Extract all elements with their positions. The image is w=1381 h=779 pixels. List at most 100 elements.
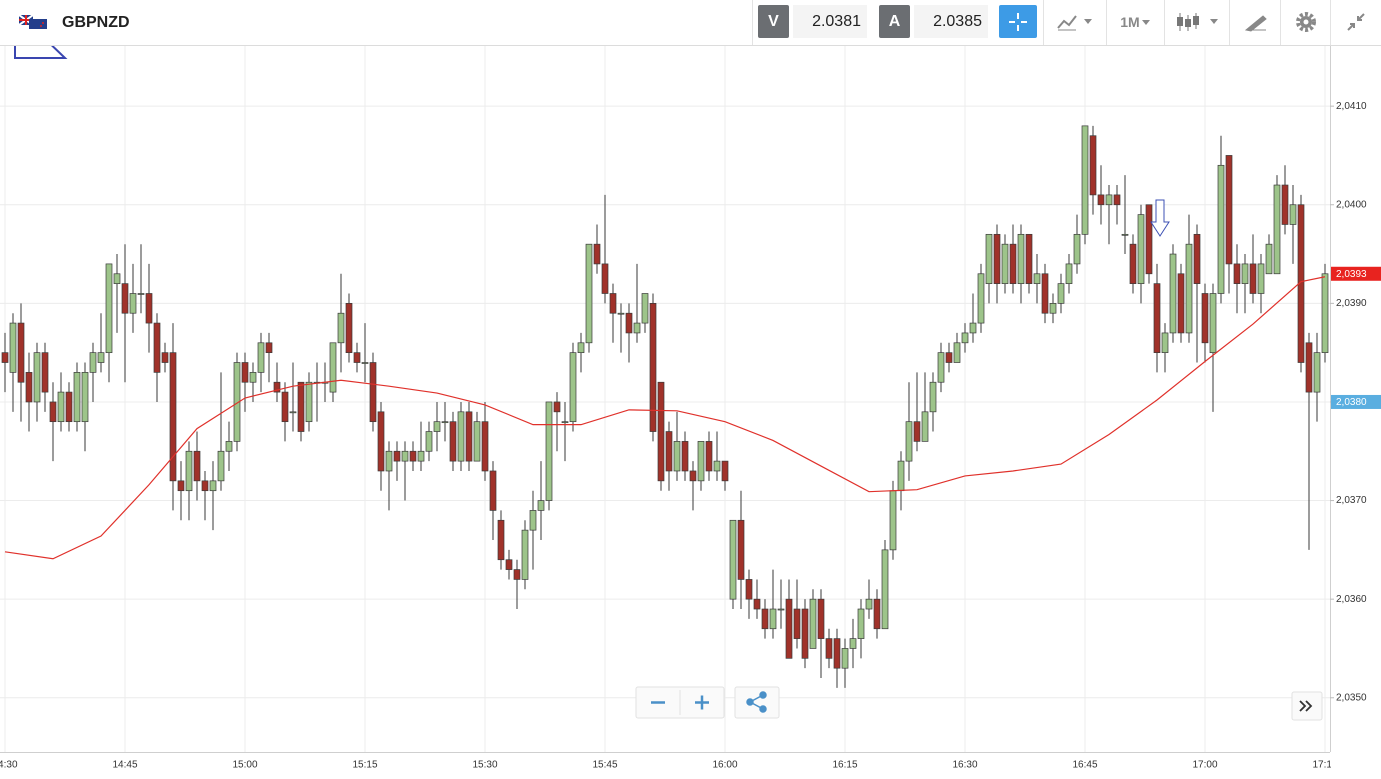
y-tick-label: 2,0350 (1336, 692, 1367, 703)
candle-body (1321, 273, 1329, 354)
candle-body (345, 303, 353, 354)
x-tick-label: 16:00 (712, 760, 737, 771)
candle-body (569, 352, 577, 423)
candle-body (769, 608, 777, 630)
symbol: GBPNZD (62, 13, 130, 31)
separator (1330, 0, 1331, 45)
candle-body (1177, 273, 1185, 334)
candle-body (409, 450, 417, 462)
x-tick-label: 16:30 (952, 760, 977, 771)
timeframe-button[interactable]: 1M (1114, 5, 1158, 38)
candle-body (73, 372, 81, 423)
price-marker-label: 2,0380 (1336, 397, 1367, 408)
candle-body (577, 342, 585, 354)
candle-body (609, 293, 617, 314)
candle-body (1209, 293, 1217, 354)
candle-body (25, 372, 33, 403)
candle-body (233, 362, 241, 442)
indicators-button[interactable] (1052, 5, 1100, 38)
candle-body (545, 401, 553, 501)
candle-body (841, 648, 849, 669)
candle-body (1089, 135, 1097, 196)
price-marker-label: 2,0393 (1336, 269, 1367, 280)
candle-body (489, 470, 497, 511)
price-marker (1331, 394, 1381, 409)
x-labels: 14:30 14:45 15:00 15:15 15:30 15:45 16:00 16:15… (0, 760, 1331, 771)
settings-icon (1296, 11, 1316, 32)
timeframe: 1M (1120, 13, 1140, 30)
candle-body (65, 391, 73, 423)
candle-body (281, 391, 289, 423)
candle-body (1041, 273, 1049, 314)
candle-body (1265, 243, 1273, 275)
candle-body (689, 470, 697, 482)
buy-label[interactable]: A (879, 5, 910, 38)
candle-body (857, 608, 865, 639)
candle-body (809, 598, 817, 649)
sell-label[interactable]: V (758, 5, 789, 38)
candle-body (481, 421, 489, 472)
buy-price[interactable]: 2.0385 (914, 5, 988, 38)
candle-body (137, 293, 145, 295)
share-button[interactable] (734, 686, 780, 719)
zoom-in-button[interactable] (695, 695, 709, 710)
candle-body (753, 598, 761, 610)
settings-button[interactable] (1290, 5, 1322, 38)
candle-body (1049, 303, 1057, 314)
candle-body (865, 598, 873, 610)
down-arrow-annotation[interactable] (1150, 199, 1170, 237)
candle-body (889, 490, 897, 551)
candle-body (401, 450, 409, 462)
candle-body (297, 381, 305, 432)
separator (1043, 0, 1044, 45)
separator (1229, 0, 1230, 45)
candle-body (745, 579, 753, 600)
candle-body (1313, 352, 1321, 393)
separator (1164, 0, 1165, 45)
crosshair-button[interactable] (999, 5, 1037, 38)
candle-body (385, 450, 393, 472)
collapse-button[interactable] (1340, 5, 1372, 38)
candle-body (953, 342, 961, 363)
candle-body (945, 352, 953, 363)
candle-body (697, 441, 705, 482)
separator (1106, 0, 1107, 45)
candle-body (1289, 204, 1297, 225)
candle-body (625, 312, 633, 334)
candle-body (257, 342, 265, 373)
candle-body (201, 480, 209, 492)
x-tick-label: 16:45 (1072, 760, 1097, 771)
sell-price[interactable]: 2.0381 (793, 5, 867, 38)
draw-icon (1244, 14, 1267, 32)
chart-type-button[interactable] (1172, 5, 1224, 38)
x-tick-label: 16:15 (832, 760, 857, 771)
candle-body (1, 352, 9, 363)
x-tick-label: 15:00 (232, 760, 257, 771)
y-tick-label: 2,0360 (1336, 594, 1367, 605)
candle-body (897, 460, 905, 492)
candle-body (529, 510, 537, 531)
candle-body (129, 293, 137, 314)
candle-body (81, 372, 89, 423)
candle-body (937, 352, 945, 383)
candle-body (905, 421, 913, 462)
draw-button[interactable] (1238, 5, 1274, 38)
candle-body (209, 480, 217, 492)
candle-body (1057, 283, 1065, 304)
scroll-end-button[interactable] (1291, 691, 1323, 721)
chart-type-icon (1177, 12, 1218, 31)
candle-body (1305, 342, 1313, 393)
candle-body (513, 569, 521, 580)
candle-body (601, 263, 609, 294)
candle-body (633, 322, 641, 334)
candle-body (617, 312, 625, 315)
candle-body (1121, 233, 1129, 236)
share-icon (746, 691, 767, 713)
candle-body (817, 598, 825, 639)
candle-body (289, 411, 297, 414)
candle-body (249, 372, 257, 383)
candle-body (881, 549, 889, 630)
candle-body (457, 411, 465, 462)
candle-body (145, 293, 153, 324)
candle-body (1073, 233, 1081, 265)
